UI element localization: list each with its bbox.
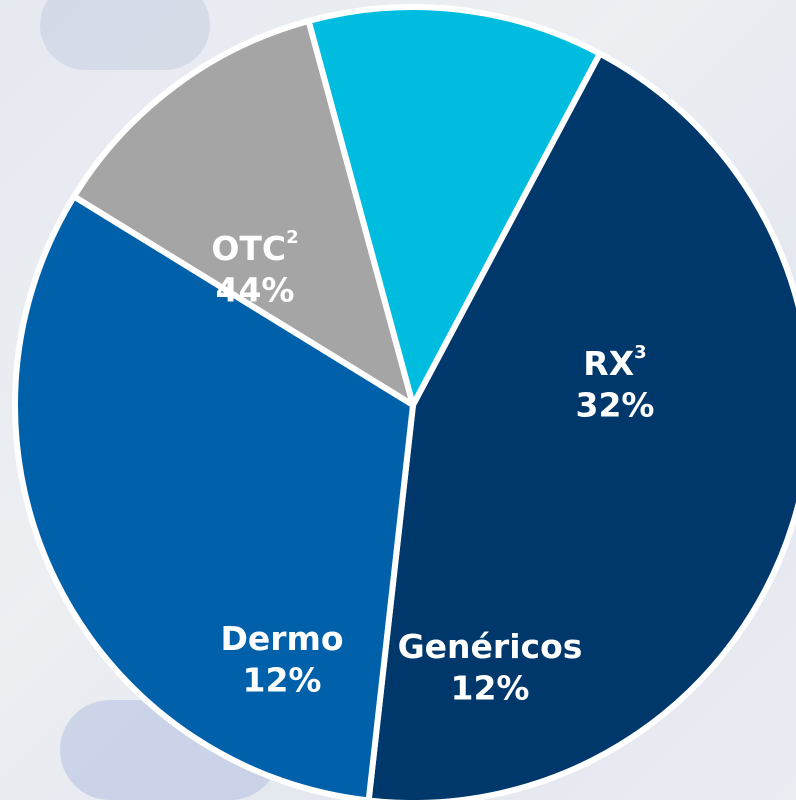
decor-pill <box>40 0 210 70</box>
category-name: RX <box>583 344 634 383</box>
value-label: 12% <box>451 669 530 708</box>
slice-label: OTC2 <box>211 227 298 268</box>
page: {"chart_data": {"type": "pie", "categori… <box>0 0 796 800</box>
category-name: Genéricos <box>398 627 583 666</box>
value-label: 12% <box>243 661 322 700</box>
footnote-marker: 2 <box>286 227 299 248</box>
chart: OTC244%RX332%Genéricos12%Dermo12% <box>0 0 796 800</box>
category-name: Dermo <box>220 619 343 658</box>
value-label: 44% <box>216 271 295 310</box>
slice-label: Genéricos <box>398 627 583 666</box>
slice-label: Dermo <box>220 619 343 658</box>
value-label: 32% <box>576 386 655 425</box>
footnote-marker: 3 <box>634 342 647 363</box>
category-name: OTC <box>211 229 286 268</box>
